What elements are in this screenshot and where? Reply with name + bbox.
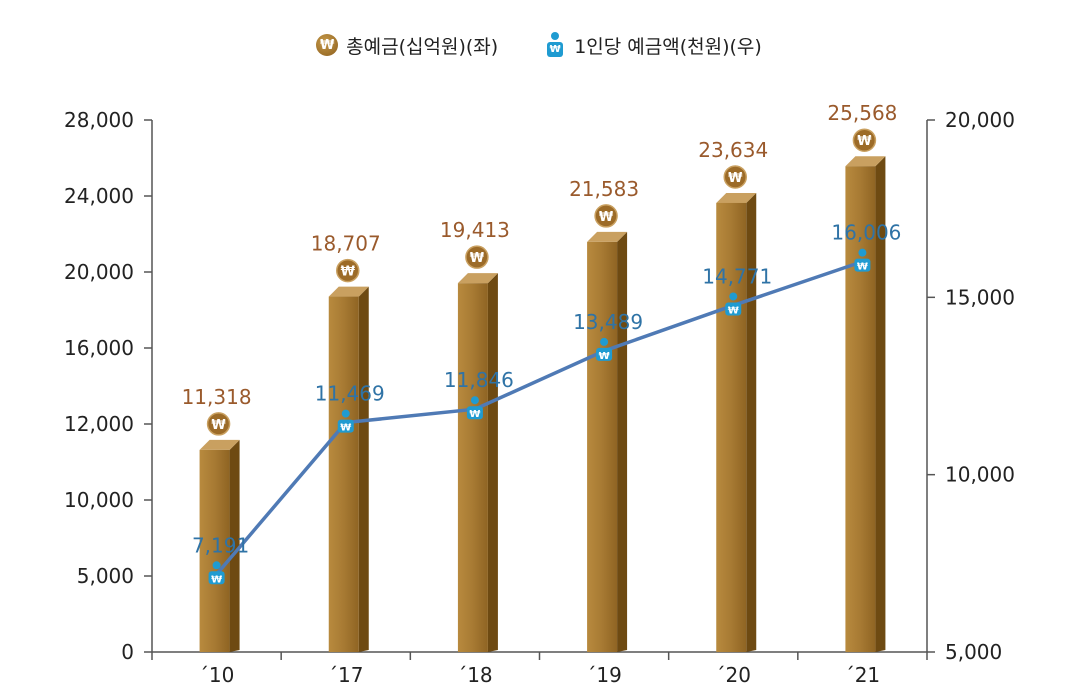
line-point [854, 258, 871, 272]
right-axis-tick-label: 20,000 [945, 108, 1015, 132]
won-coin-symbol: ₩ [470, 251, 485, 266]
bar-top [457, 273, 498, 284]
x-axis-tick-label: ´19 [586, 663, 621, 687]
won-coin-symbol: ₩ [211, 418, 226, 433]
legend-label-total-deposits: 총예금(십억원)(좌) [346, 35, 499, 58]
person-won-icon [470, 396, 479, 405]
won-coin-icon [852, 128, 877, 152]
legend-item-total-deposits: ₩ 총예금(십억원)(좌) [316, 32, 498, 59]
person-won-icon: ₩ [544, 32, 566, 58]
person-won-icon [858, 248, 867, 257]
bar [587, 241, 618, 652]
person-won-icon [600, 337, 609, 346]
left-axis-tick-label: 10,000 [64, 488, 134, 512]
person-won-symbol: ₩ [340, 423, 351, 434]
person-won-symbol: ₩ [211, 574, 222, 585]
line-point [725, 302, 742, 316]
won-coin-symbol: ₩ [728, 171, 743, 186]
legend: ₩ 총예금(십억원)(좌) ₩ 1인당 예금액(천원)(우) [0, 28, 1078, 62]
person-won-symbol: ₩ [857, 262, 868, 273]
bar-side [229, 439, 240, 652]
x-axis-tick-label: ´21 [845, 663, 880, 687]
person-won-icon [729, 292, 738, 301]
won-coin-icon: ₩ [316, 34, 339, 56]
line-value-label: 11,469 [315, 382, 385, 406]
bar-side [617, 231, 628, 652]
won-coin-icon [594, 204, 618, 228]
bar-value-label: 18,707 [311, 232, 381, 256]
bar-top [199, 439, 240, 450]
left-axis-tick-label: 12,000 [64, 412, 134, 436]
line-value-label: 7,191 [192, 533, 249, 557]
bar-top [716, 192, 757, 203]
person-won-icon [212, 561, 221, 570]
bar-top [845, 156, 886, 167]
line-point [596, 347, 613, 361]
bar-value-label: 19,413 [440, 218, 510, 242]
left-axis-tick-label: 20,000 [64, 260, 134, 284]
won-coin-symbol: ₩ [857, 134, 872, 149]
won-coin-symbol: ₩ [599, 210, 614, 225]
line-value-label: 13,489 [573, 310, 643, 334]
bar-value-label: 11,318 [182, 385, 252, 409]
bar [199, 449, 230, 652]
person-won-symbol: ₩ [599, 351, 610, 362]
person-won-symbol: ₩ [728, 305, 739, 316]
left-axis-tick-label: 0 [121, 640, 134, 664]
x-axis-tick-label: ´17 [328, 663, 363, 687]
x-axis-tick-label: ´20 [716, 663, 751, 687]
left-axis-tick-label: 24,000 [64, 184, 134, 208]
right-axis-tick-label: 15,000 [945, 285, 1015, 309]
won-coin-icon [206, 412, 231, 436]
x-axis-tick-label: ´18 [457, 663, 492, 687]
bar-top [328, 286, 369, 297]
left-axis-tick-label: 5,000 [77, 564, 134, 588]
person-won-icon [341, 409, 350, 418]
line-point [337, 419, 354, 433]
bar-side [487, 273, 498, 652]
left-axis-tick-label: 28,000 [64, 108, 134, 132]
line-value-label: 11,846 [444, 368, 514, 392]
bar-side [746, 192, 757, 653]
bar-value-label: 25,568 [827, 101, 897, 125]
bar-side [875, 156, 886, 652]
line-value-label: 16,006 [831, 221, 901, 245]
bar-top [587, 231, 628, 242]
line-point [466, 406, 483, 420]
bar [716, 202, 747, 653]
won-coin-symbol: ₩ [341, 265, 356, 280]
bar-value-label: 23,634 [698, 138, 768, 162]
bar-side [358, 286, 369, 652]
bar [845, 166, 876, 652]
bar [328, 296, 359, 652]
won-coin-icon [336, 258, 360, 283]
right-axis-tick-label: 10,000 [945, 463, 1015, 487]
won-coin-icon [723, 165, 747, 189]
bar-value-label: 21,583 [569, 177, 639, 201]
won-coin-icon [465, 245, 489, 269]
person-won-symbol: ₩ [469, 409, 480, 420]
line-series-per-capita [215, 259, 863, 576]
right-axis-tick-label: 5,000 [945, 640, 1002, 664]
legend-label-per-capita: 1인당 예금액(천원)(우) [574, 35, 762, 58]
legend-item-per-capita: ₩ 1인당 예금액(천원)(우) [544, 32, 762, 59]
x-axis-tick-label: ´10 [199, 663, 234, 687]
line-value-label: 14,771 [702, 264, 772, 288]
left-axis-tick-label: 16,000 [64, 336, 134, 360]
bar [457, 283, 488, 652]
line-point [208, 571, 225, 585]
